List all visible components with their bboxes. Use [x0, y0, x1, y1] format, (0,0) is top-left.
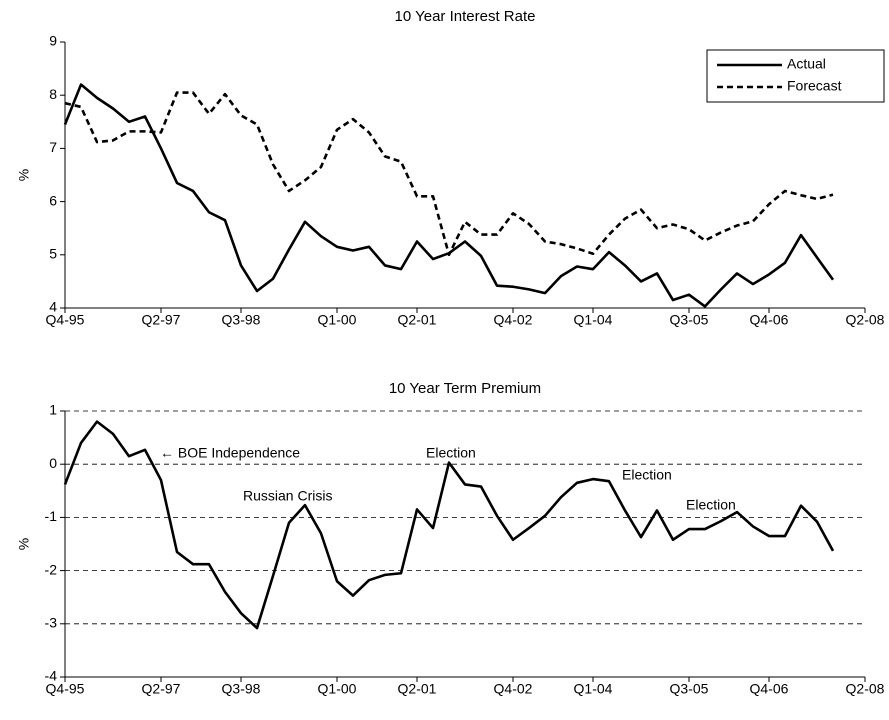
- y-tick-label: 5: [49, 246, 57, 262]
- y-tick-label: 9: [49, 33, 57, 49]
- y-tick-label: -2: [45, 561, 58, 577]
- x-tick-label: Q4-02: [494, 681, 533, 697]
- annotation: Election: [622, 467, 672, 483]
- x-tick-label: Q4-06: [750, 312, 789, 328]
- x-tick-label: Q2-97: [142, 681, 181, 697]
- x-tick-label: Q2-08: [846, 312, 885, 328]
- annotation: Election: [426, 445, 476, 461]
- data-line: [63, 83, 835, 308]
- y-tick-label: 1: [49, 402, 57, 418]
- x-tick-label: Q2-08: [846, 681, 885, 697]
- x-tick-label: Q3-98: [222, 312, 261, 328]
- x-tick-label: Q2-01: [398, 681, 437, 697]
- x-tick-label: Q2-01: [398, 312, 437, 328]
- annotation: Election: [686, 497, 736, 513]
- y-tick-label: 0: [49, 455, 57, 471]
- x-tick-label: Q4-02: [494, 312, 533, 328]
- x-tick-label: Q4-95: [46, 681, 85, 697]
- data-line: [63, 420, 835, 630]
- chart-title: 10 Year Interest Rate: [395, 8, 536, 25]
- x-tick-label: Q2-97: [142, 312, 181, 328]
- x-tick-label: Q1-04: [574, 312, 613, 328]
- legend-box: [706, 49, 885, 103]
- y-tick-label: -4: [45, 668, 58, 684]
- y-tick-label: -3: [45, 615, 58, 631]
- y-tick-label: 7: [49, 139, 57, 155]
- y-tick-label: 8: [49, 86, 57, 102]
- y-tick-label: 6: [49, 192, 57, 208]
- x-tick-label: Q4-95: [46, 312, 85, 328]
- annotation: Russian Crisis: [243, 488, 332, 504]
- annotation: ← BOE Independence: [160, 445, 300, 461]
- x-tick-label: Q1-04: [574, 681, 613, 697]
- x-tick-label: Q1-00: [318, 312, 357, 328]
- y-tick-label: 4: [49, 299, 57, 315]
- x-tick-label: Q1-00: [318, 681, 357, 697]
- chart-title: 10 Year Term Premium: [389, 380, 541, 397]
- x-tick-label: Q3-05: [670, 681, 709, 697]
- legend-label: Actual: [787, 56, 826, 72]
- y-tick-label: -1: [45, 508, 58, 524]
- data-line: [64, 91, 834, 257]
- y-axis-label: %: [16, 538, 32, 550]
- x-tick-label: Q4-06: [750, 681, 789, 697]
- legend-label: Forecast: [787, 78, 842, 94]
- y-axis-label: %: [16, 169, 32, 181]
- x-tick-label: Q3-98: [222, 681, 261, 697]
- x-tick-label: Q3-05: [670, 312, 709, 328]
